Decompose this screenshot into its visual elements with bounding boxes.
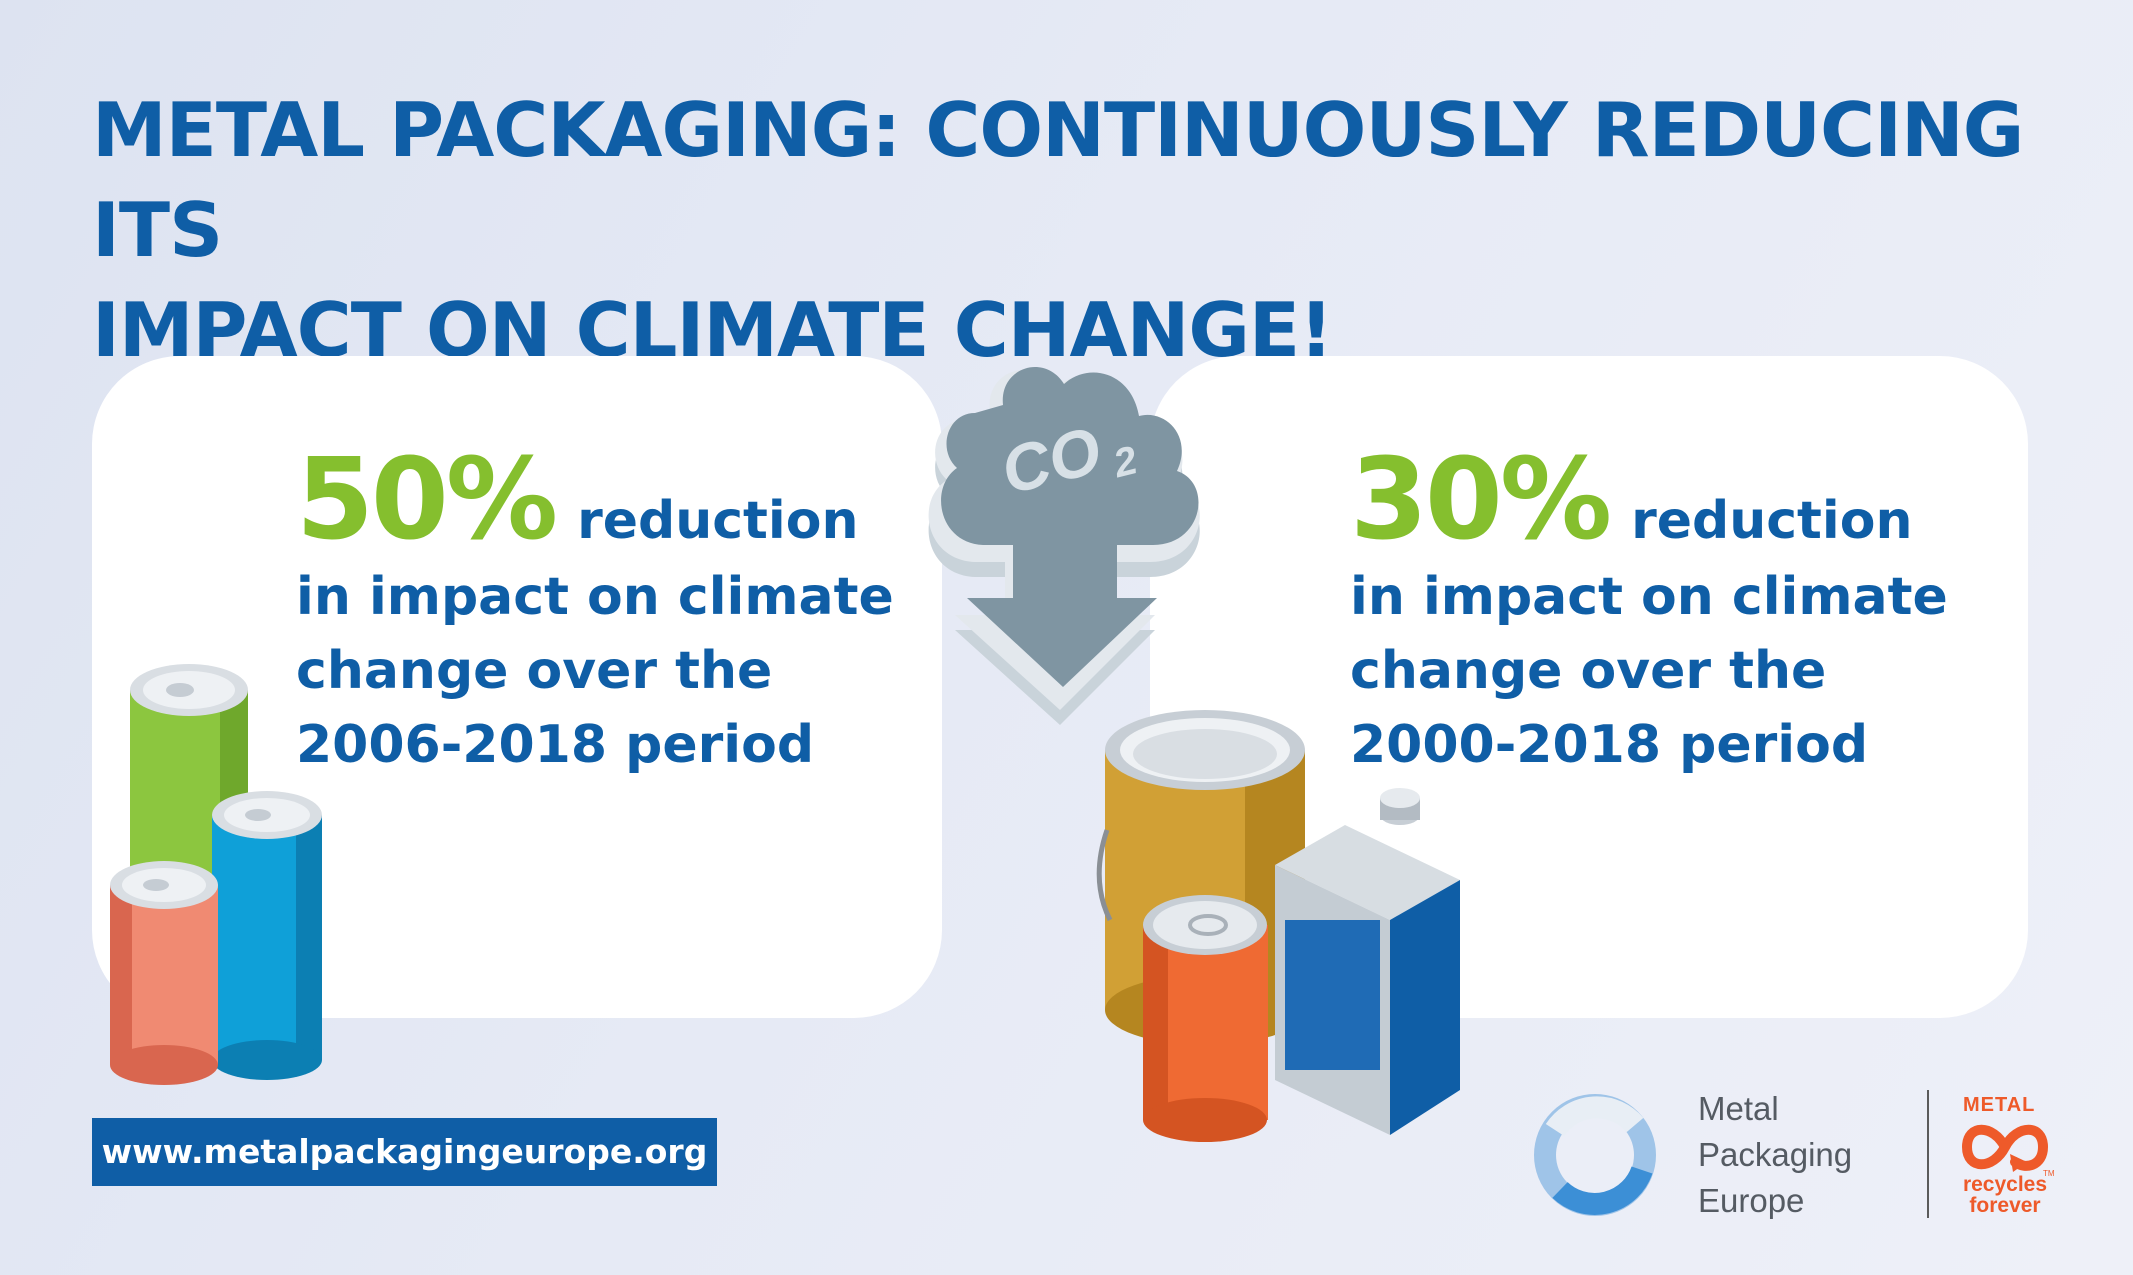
right-stat-line-4: 2000-2018 period: [1350, 715, 1869, 775]
co2-cloud-icon: CO 2: [928, 367, 1200, 725]
left-reduction-word: reduction: [577, 491, 859, 551]
org-name-line-2: Packaging: [1698, 1136, 1853, 1173]
recycles-word: recycles: [1962, 1173, 2048, 1196]
right-stat-line-2: in impact on climate: [1350, 567, 1948, 627]
left-stat-line-3: change over the: [296, 641, 773, 701]
right-percent: 30%: [1350, 435, 1612, 565]
left-stat-line-2: in impact on climate: [296, 567, 894, 627]
beverage-cans-icon: [110, 664, 322, 1085]
page-title: METAL PACKAGING: CONTINUOUSLY REDUCING I…: [92, 80, 2042, 380]
title-line-1: METAL PACKAGING: CONTINUOUSLY REDUCING I…: [92, 86, 2024, 274]
right-stat-line-3: change over the: [1350, 641, 1827, 701]
metal-logo-word: METAL: [1963, 1094, 2036, 1116]
left-percent: 50%: [296, 435, 558, 565]
right-reduction-word: reduction: [1631, 491, 1913, 551]
trademark-mark: TM: [2043, 1169, 2055, 1178]
right-stat: 30% reduction in impact on climate chang…: [1350, 440, 1990, 782]
org-name-line-3: Europe: [1698, 1182, 1805, 1219]
org-name-line-1: Metal: [1698, 1090, 1779, 1127]
metal-recycles-forever-logo: TM: [1961, 1124, 2055, 1178]
recycles-forever-text: recycles forever: [1955, 1174, 2055, 1216]
forever-word: forever: [1969, 1194, 2041, 1217]
org-name: Metal Packaging Europe: [1698, 1086, 1852, 1224]
metal-packaging-europe-ring-logo: [1534, 1094, 1656, 1216]
website-url-link[interactable]: www.metalpackagingeurope.org: [92, 1118, 717, 1186]
logo-divider: [1927, 1090, 1929, 1218]
left-stat-line-4: 2006-2018 period: [296, 715, 815, 775]
left-stat: 50% reduction in impact on climate chang…: [296, 440, 936, 782]
food-and-paint-cans-icon: [1096, 710, 1460, 1142]
